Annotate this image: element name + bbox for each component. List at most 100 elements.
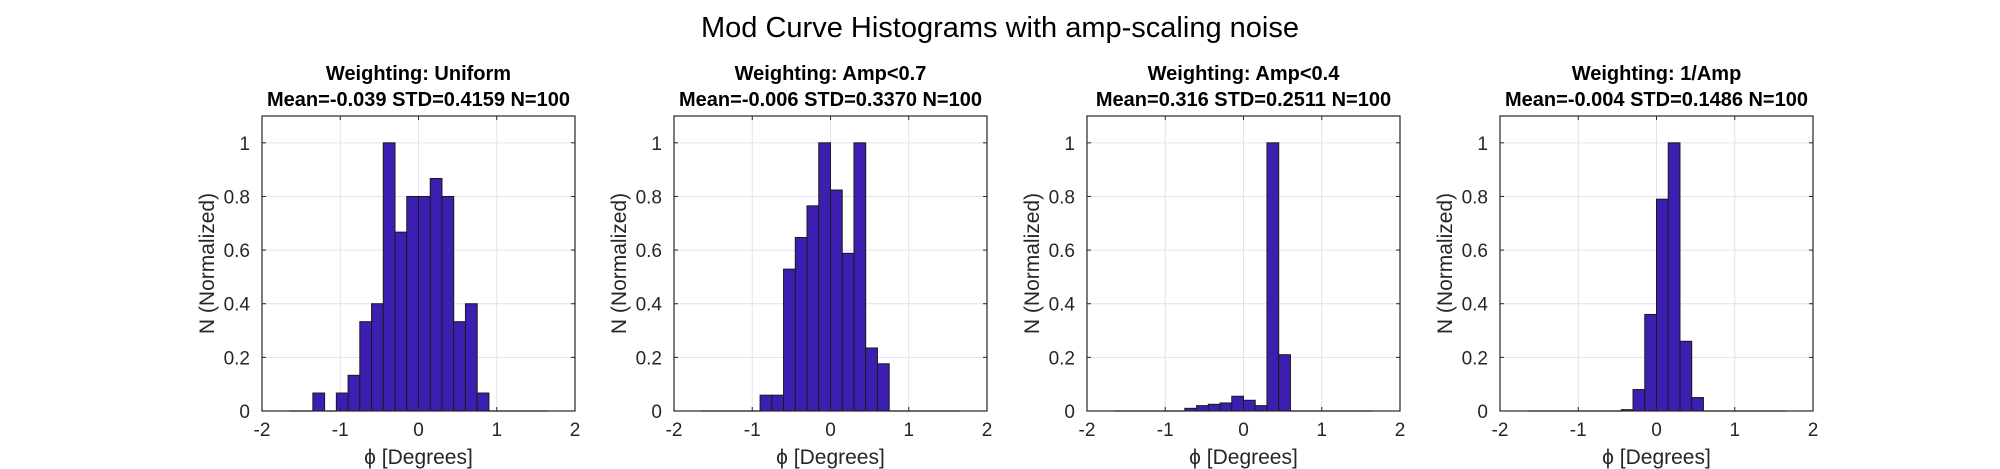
panel-title: Weighting: Amp<0.7 — [735, 63, 927, 85]
x-axis-label: ϕ [Degrees] — [1602, 446, 1711, 469]
histogram-bar — [371, 303, 384, 412]
histogram-bar — [783, 268, 796, 412]
y-tick-label: 0 — [1064, 402, 1075, 423]
histogram-bar — [1243, 399, 1256, 412]
histogram-panel-3: -2 -1 0 1 2 0 0.2 0.4 0.6 0.8 1 ϕ [Degrees] N (Norma… — [1021, 63, 1405, 469]
histogram-bar — [441, 195, 455, 412]
histogram-bar — [830, 189, 843, 412]
histogram-bar — [347, 374, 361, 412]
y-tick-label: 0.6 — [224, 241, 250, 262]
y-tick-label: 1 — [1064, 134, 1075, 155]
x-tick-label: 1 — [1316, 420, 1327, 441]
histogram-bar — [359, 321, 373, 412]
histogram-panel-4: -2 -1 0 1 2 0 0.2 0.4 0.6 0.8 1 ϕ [Degrees] N (Norma… — [1434, 63, 1818, 469]
histogram-bar — [394, 231, 408, 412]
x-tick-label: 2 — [1808, 420, 1819, 441]
y-tick-label: 1 — [1477, 134, 1488, 155]
histogram-bar — [806, 205, 820, 412]
histogram-bar — [818, 142, 832, 412]
histogram-bar — [1691, 397, 1704, 412]
y-tick-label: 1 — [651, 134, 662, 155]
histogram-bar — [1656, 198, 1669, 412]
x-tick-label: 1 — [903, 420, 914, 441]
y-tick-label: 0.2 — [636, 348, 662, 369]
y-tick-label: 0.4 — [1049, 295, 1076, 316]
histogram-bar — [1231, 395, 1244, 412]
x-tick-label: 2 — [1395, 420, 1406, 441]
histogram-bar — [1632, 389, 1646, 412]
x-tick-label: -1 — [1570, 420, 1587, 441]
histogram-panel-1: -2 -1 0 1 2 0 0.2 0.4 0.6 0.8 1 ϕ [Degrees] N (Norma… — [196, 63, 580, 469]
x-tick-label: 0 — [825, 420, 836, 441]
y-tick-label: 0.6 — [636, 241, 662, 262]
x-tick-label: 2 — [982, 420, 993, 441]
histogram-bar — [794, 236, 808, 412]
histogram-bar — [406, 195, 420, 412]
panel-subtitle-stats: Mean=-0.006 STD=0.3370 N=100 — [679, 89, 982, 111]
y-axis-label: N (Normalized) — [196, 193, 219, 334]
y-tick-label: 0 — [1477, 402, 1488, 423]
histogram-bar — [476, 392, 490, 412]
histogram-bar — [312, 392, 326, 412]
x-tick-label: -1 — [1157, 420, 1174, 441]
x-tick-label: -2 — [254, 420, 271, 441]
histogram-bar — [1196, 405, 1209, 412]
x-tick-label: 1 — [1729, 420, 1740, 441]
histogram-bar — [1219, 402, 1233, 412]
histogram-bar — [464, 303, 478, 412]
y-tick-label: 0.6 — [1049, 241, 1075, 262]
y-tick-label: 0 — [651, 402, 662, 423]
histogram-bar — [335, 392, 349, 412]
panel-title: Weighting: Amp<0.4 — [1148, 63, 1341, 85]
histogram-bar — [771, 394, 785, 412]
x-tick-label: 0 — [1651, 420, 1662, 441]
x-axis-label: ϕ [Degrees] — [364, 446, 473, 469]
y-tick-label: 0 — [239, 402, 250, 423]
y-tick-label: 0.4 — [224, 295, 251, 316]
panel-subtitle-stats: Mean=0.316 STD=0.2511 N=100 — [1096, 89, 1391, 111]
y-axis-label: N (Normalized) — [1021, 193, 1044, 334]
y-tick-label: 0.4 — [1462, 295, 1489, 316]
histogram-bar — [1207, 403, 1221, 412]
x-axis-label: ϕ [Degrees] — [1189, 446, 1298, 469]
histogram-bar — [759, 394, 773, 412]
x-tick-label: -2 — [666, 420, 683, 441]
y-tick-label: 0.8 — [636, 187, 662, 208]
x-axis-label: ϕ [Degrees] — [776, 446, 885, 469]
x-tick-label: -1 — [332, 420, 349, 441]
histogram-bar — [865, 347, 878, 412]
histogram-bar — [382, 142, 396, 412]
y-axis-label: N (Normalized) — [608, 193, 631, 334]
figure-title: Mod Curve Histograms with amp-scaling no… — [701, 12, 1299, 44]
x-tick-label: 0 — [413, 420, 424, 441]
histogram-bar — [429, 177, 443, 412]
x-tick-label: 2 — [570, 420, 581, 441]
y-tick-label: 0.8 — [1462, 187, 1488, 208]
panel-title: Weighting: Uniform — [326, 63, 511, 85]
histogram-bar — [853, 142, 867, 412]
y-tick-label: 0.4 — [636, 295, 663, 316]
y-tick-label: 1 — [239, 134, 250, 155]
y-tick-label: 0.8 — [224, 187, 250, 208]
x-tick-label: -1 — [744, 420, 761, 441]
y-tick-label: 0.2 — [224, 348, 250, 369]
y-tick-label: 0.2 — [1049, 348, 1075, 369]
panel-subtitle-stats: Mean=-0.039 STD=0.4159 N=100 — [267, 89, 570, 111]
x-tick-label: 0 — [1238, 420, 1249, 441]
histogram-bar — [841, 252, 855, 412]
histogram-panel-2: -2 -1 0 1 2 0 0.2 0.4 0.6 0.8 1 ϕ [Degrees] N (Norma… — [608, 63, 992, 469]
histogram-bar — [1644, 313, 1657, 412]
x-tick-label: -2 — [1079, 420, 1096, 441]
y-axis-label: N (Normalized) — [1434, 193, 1457, 334]
y-tick-label: 0.8 — [1049, 187, 1075, 208]
histogram-bar — [1667, 142, 1681, 412]
panel-subtitle-stats: Mean=-0.004 STD=0.1486 N=100 — [1505, 89, 1808, 111]
histogram-bar — [1679, 340, 1693, 412]
histogram-bar — [453, 321, 466, 412]
y-tick-label: 0.6 — [1462, 241, 1488, 262]
histogram-bar — [1278, 354, 1291, 412]
x-tick-label: 1 — [491, 420, 502, 441]
x-tick-label: -2 — [1492, 420, 1509, 441]
y-tick-label: 0.2 — [1462, 348, 1488, 369]
